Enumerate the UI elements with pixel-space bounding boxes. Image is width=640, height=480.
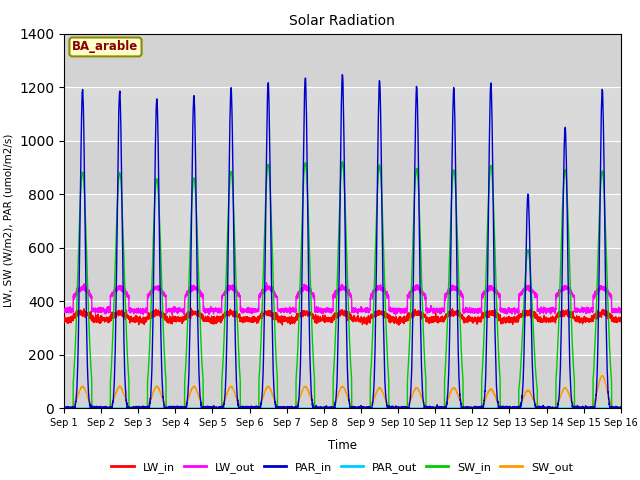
LW_out	[262, 280, 270, 286]
PAR_in	[499, 405, 507, 411]
LW_in	[499, 315, 507, 321]
PAR_out	[436, 405, 444, 411]
LW_in	[188, 305, 195, 311]
Bar	[64, 355, 621, 408]
PAR_out	[616, 405, 624, 411]
LW_out	[436, 308, 444, 314]
SW_out	[616, 405, 624, 411]
SW_in	[467, 405, 475, 411]
PAR_out	[322, 405, 330, 411]
LW_in	[616, 318, 624, 324]
Bar	[64, 87, 621, 141]
PAR_out	[160, 405, 168, 411]
LW_in	[617, 317, 625, 323]
PAR_in	[60, 405, 68, 410]
PAR_in	[468, 405, 476, 411]
Bar	[64, 248, 621, 301]
LW_out	[60, 307, 68, 313]
Line: SW_in: SW_in	[64, 162, 621, 408]
LW_out	[180, 312, 188, 318]
SW_out	[499, 405, 507, 410]
PAR_in	[322, 405, 330, 410]
SW_in	[322, 405, 330, 411]
Text: BA_arable: BA_arable	[72, 40, 139, 53]
X-axis label: Time: Time	[328, 439, 357, 452]
SW_out	[617, 405, 625, 411]
PAR_in	[161, 402, 168, 408]
SW_out	[60, 405, 68, 410]
SW_in	[60, 405, 68, 411]
Line: SW_out: SW_out	[64, 376, 621, 408]
PAR_in	[616, 404, 624, 410]
SW_out	[436, 405, 444, 411]
PAR_in	[436, 405, 444, 410]
LW_in	[436, 318, 444, 324]
SW_in	[616, 405, 624, 411]
PAR_in	[339, 72, 346, 78]
LW_out	[499, 310, 507, 315]
LW_out	[468, 308, 476, 313]
Line: LW_out: LW_out	[64, 283, 621, 315]
SW_in	[617, 405, 625, 411]
LW_in	[60, 315, 68, 321]
PAR_out	[467, 405, 475, 411]
LW_in	[322, 315, 330, 321]
PAR_in	[60, 405, 68, 411]
SW_out	[467, 405, 475, 411]
PAR_out	[617, 405, 625, 411]
SW_out	[322, 405, 330, 411]
Bar	[64, 34, 621, 87]
SW_out	[161, 399, 168, 405]
LW_out	[160, 292, 168, 298]
PAR_out	[60, 405, 68, 411]
Line: PAR_in: PAR_in	[64, 75, 621, 408]
SW_out	[60, 405, 68, 411]
SW_in	[339, 159, 346, 165]
SW_in	[499, 404, 507, 410]
SW_in	[160, 344, 168, 349]
Legend: LW_in, LW_out, PAR_in, PAR_out, SW_in, SW_out: LW_in, LW_out, PAR_in, PAR_out, SW_in, S…	[107, 457, 578, 477]
Line: LW_in: LW_in	[64, 308, 621, 325]
Title: Solar Radiation: Solar Radiation	[289, 14, 396, 28]
LW_out	[616, 306, 624, 312]
PAR_out	[499, 405, 506, 411]
SW_out	[598, 373, 606, 379]
LW_in	[468, 315, 476, 321]
Bar	[64, 141, 621, 194]
SW_in	[436, 405, 444, 410]
LW_in	[395, 322, 403, 328]
Y-axis label: LW, SW (W/m2), PAR (umol/m2/s): LW, SW (W/m2), PAR (umol/m2/s)	[4, 134, 13, 308]
PAR_in	[617, 405, 625, 411]
LW_out	[617, 309, 625, 315]
LW_in	[160, 312, 168, 317]
Bar	[64, 301, 621, 355]
Bar	[64, 194, 621, 248]
LW_out	[322, 309, 330, 314]
